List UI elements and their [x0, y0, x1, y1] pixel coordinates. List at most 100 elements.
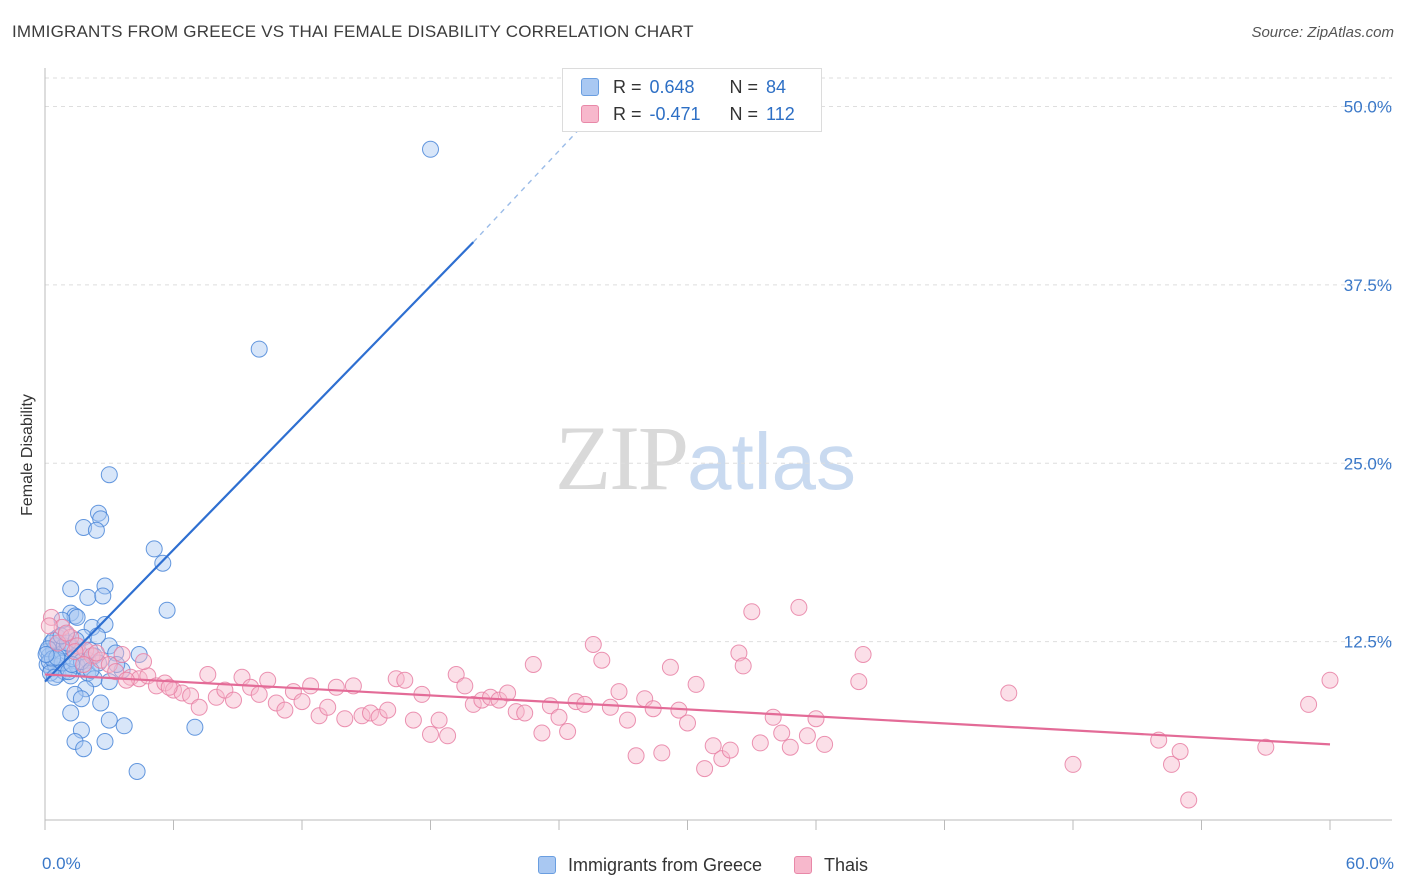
thais-point [679, 714, 696, 732]
thais-point [816, 735, 834, 753]
thais-point [781, 738, 799, 756]
greece-point [75, 740, 93, 758]
series-legend: Immigrants from Greece Thais [0, 852, 1406, 878]
greece-point [100, 637, 118, 655]
legend-n-label: N = [729, 103, 759, 124]
legend-label-greece: Immigrants from Greece [567, 854, 763, 875]
greece-point [66, 733, 84, 750]
thais-point [310, 707, 328, 725]
greece-point [68, 608, 86, 626]
thais-point [456, 677, 474, 695]
thais-point [653, 744, 671, 762]
greece-trend-extension [472, 127, 581, 243]
trend-lines [44, 127, 1331, 746]
thais-point [447, 666, 465, 683]
thais-point [734, 657, 752, 675]
thais-point [499, 684, 517, 702]
legend-r-label: R = [613, 76, 642, 97]
thais-point [327, 678, 345, 696]
thais-point [524, 656, 542, 673]
greece-point [77, 680, 95, 698]
thais-point [1180, 791, 1198, 809]
thais-point [439, 727, 457, 745]
thais-point [57, 624, 75, 642]
thais-point [362, 704, 379, 722]
legend-n-label: N = [729, 76, 759, 97]
greece-point [46, 668, 64, 686]
thais-point [696, 760, 714, 778]
thais-point [267, 694, 285, 712]
legend-swatch-thais [794, 856, 813, 874]
thais-point [100, 656, 118, 673]
legend-swatch-thais [581, 105, 599, 123]
thais-point [250, 685, 268, 703]
legend-n-value: 112 [766, 103, 795, 124]
legend-r-label: R = [613, 103, 642, 124]
thais-point [75, 656, 93, 673]
greece-trend-line [44, 241, 475, 683]
thais-point [135, 653, 152, 671]
thais-point [798, 727, 816, 745]
thais-point [49, 634, 67, 652]
thais-point [370, 708, 388, 726]
x-tick-label-min: 0.0% [42, 854, 81, 873]
thais-point [379, 701, 397, 719]
thais-point [242, 678, 260, 696]
thais-point [721, 741, 739, 759]
greece-point [79, 588, 97, 606]
legend-item-greece[interactable]: Immigrants from Greece [537, 854, 763, 876]
thais-point [113, 646, 131, 663]
x-tick-label-max: 60.0% [1346, 854, 1394, 873]
thais-point [1257, 738, 1275, 756]
y-tick-label: 25.0% [1344, 454, 1392, 473]
thais-point [584, 636, 602, 653]
axes [44, 68, 1392, 830]
thais-point [1300, 695, 1318, 713]
thais-point [430, 711, 448, 729]
thais-point [207, 688, 225, 706]
greece-point [72, 653, 90, 671]
thais-point [336, 710, 354, 728]
greece-point [37, 646, 55, 663]
greece-point [186, 718, 204, 736]
thais-point [302, 677, 320, 695]
thais-point [422, 725, 439, 743]
greece-point [158, 601, 176, 619]
watermark-atlas: atlas [687, 417, 856, 506]
legend-row-greece: R = 0.648 N = 84 [581, 75, 786, 99]
watermark: ZIPatlas [555, 405, 856, 511]
thais-point [1163, 755, 1180, 773]
thais-point [160, 678, 178, 696]
thais-point [516, 704, 534, 722]
legend-label-thais: Thais [824, 854, 869, 875]
thais-point [199, 666, 217, 683]
thais-point [751, 734, 769, 752]
legend-swatch-greece [581, 78, 599, 96]
thais-point [619, 711, 636, 729]
greece-point [250, 340, 268, 358]
thais-point [807, 710, 825, 728]
thais-point [790, 598, 808, 616]
greece-point [62, 580, 80, 598]
thais-point [533, 724, 551, 742]
thais-point [225, 691, 242, 709]
thais-point [743, 603, 761, 621]
greece-point [145, 540, 163, 558]
thais-point [507, 703, 525, 721]
legend-n-value: 84 [766, 76, 787, 97]
legend-swatch-greece [537, 856, 556, 874]
greece-point [83, 618, 101, 636]
greece-point [48, 648, 66, 666]
legend-item-thais[interactable]: Thais [794, 855, 868, 876]
thais-point [1321, 671, 1339, 689]
greece-point [422, 140, 439, 158]
chart-title: IMMIGRANTS FROM GREECE VS THAI FEMALE DI… [12, 22, 694, 41]
greece-point [115, 717, 133, 735]
legend-row-thais: R = -0.471 N = 112 [581, 102, 795, 126]
greece-point [62, 704, 80, 722]
thais-point [773, 724, 791, 742]
legend-r-value: -0.471 [649, 103, 701, 124]
thais-point [396, 671, 414, 689]
thais-point [627, 747, 645, 765]
greece-point [75, 519, 93, 536]
